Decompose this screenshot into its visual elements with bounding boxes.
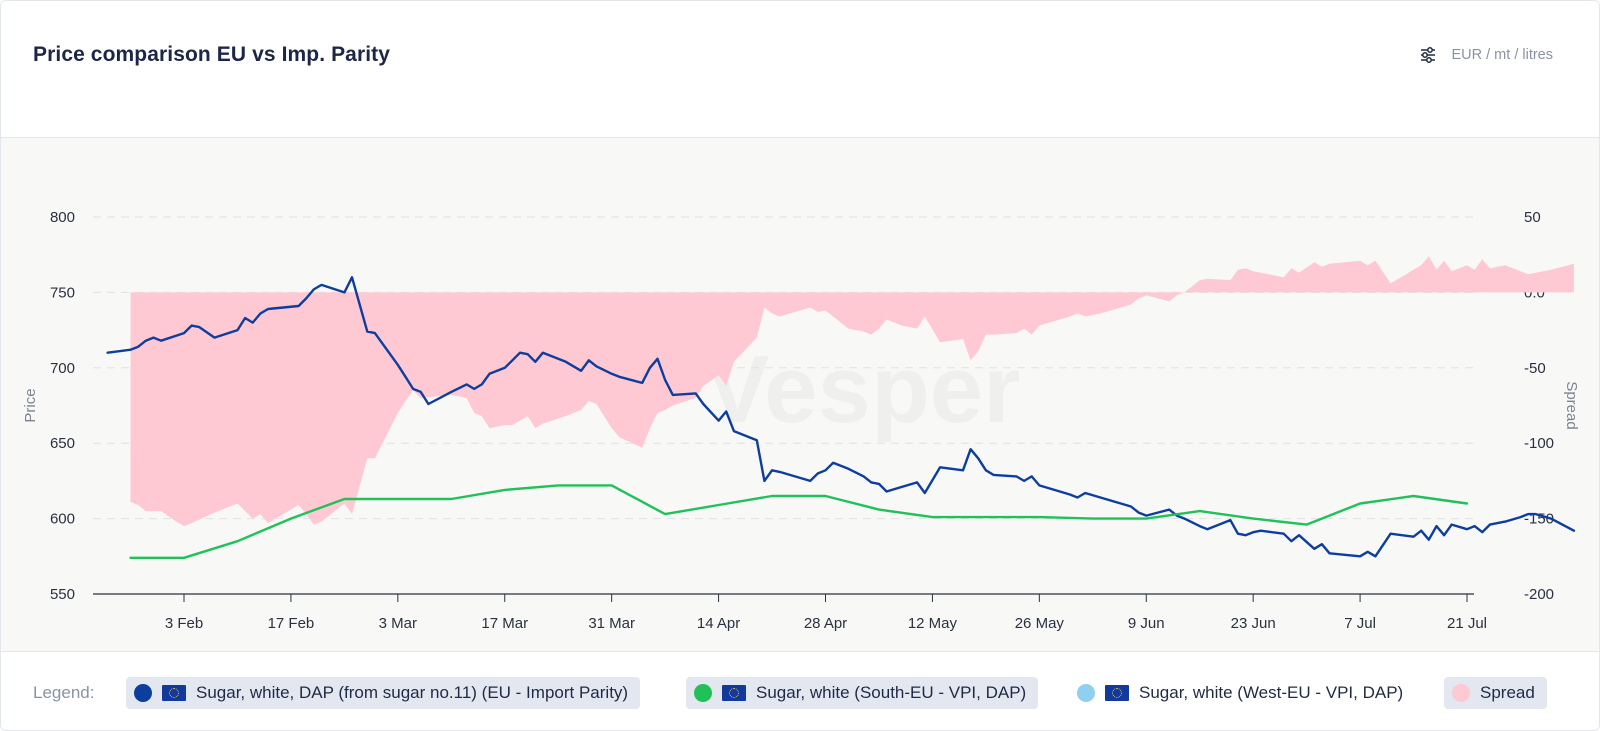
eu-flag-icon [162, 685, 186, 701]
price-chart[interactable]: Vesper550600650700750800-200-150-100-500… [1, 138, 1600, 651]
sliders-icon[interactable] [1419, 47, 1437, 63]
card-header: Price comparison EU vs Imp. Parity EUR /… [1, 1, 1599, 138]
legend: Legend: Sugar, white, DAP (from sugar no… [1, 651, 1599, 730]
legend-label: Spread [1480, 683, 1535, 702]
legend-item-import-parity[interactable]: Sugar, white, DAP (from sugar no.11) (EU… [126, 677, 641, 709]
chart-title: Price comparison EU vs Imp. Parity [33, 43, 391, 66]
legend-item-west-eu[interactable]: Sugar, white (West-EU - VPI, DAP) [1069, 677, 1415, 709]
eu-flag-icon [722, 685, 746, 701]
y-tick-label: 750 [50, 284, 75, 301]
legend-label: Sugar, white (West-EU - VPI, DAP) [1139, 683, 1404, 702]
legend-item-spread[interactable]: Spread [1444, 677, 1547, 709]
series-line-import-parity[interactable] [106, 276, 1576, 558]
x-tick-label: 3 Mar [379, 615, 417, 632]
legend-label: Sugar, white (South-EU - VPI, DAP) [756, 683, 1027, 702]
x-tick-label: 26 May [1015, 615, 1065, 632]
x-tick-label: 21 Jul [1447, 615, 1487, 632]
y2-tick-label: -100 [1524, 435, 1554, 452]
y2-tick-label: 50 [1524, 209, 1541, 226]
units-label[interactable]: EUR / mt / litres [1451, 47, 1553, 63]
x-tick-label: 23 Jun [1231, 615, 1276, 632]
y2-tick-label: -50 [1524, 360, 1546, 377]
spread-area[interactable] [130, 256, 1574, 527]
series-dot-icon [694, 684, 712, 702]
series-dot-icon [134, 684, 152, 702]
x-tick-label: 28 Apr [804, 615, 847, 632]
legend-title: Legend: [33, 683, 95, 702]
legend-item-south-eu[interactable]: Sugar, white (South-EU - VPI, DAP) [686, 677, 1039, 709]
y-tick-label: 650 [50, 435, 75, 452]
x-tick-label: 12 May [908, 615, 958, 632]
legend-label: Sugar, white, DAP (from sugar no.11) (EU… [196, 683, 629, 702]
series-line-south-eu[interactable] [129, 484, 1469, 559]
y2-tick-label: -200 [1524, 586, 1554, 603]
y-tick-label: 800 [50, 209, 75, 226]
x-tick-label: 31 Mar [588, 615, 635, 632]
y-axis-title: Price [22, 388, 39, 422]
x-tick-label: 17 Feb [268, 615, 315, 632]
y-tick-label: 700 [50, 360, 75, 377]
x-tick-label: 17 Mar [481, 615, 528, 632]
eu-flag-icon [1105, 685, 1129, 701]
x-tick-label: 3 Feb [165, 615, 203, 632]
units-settings[interactable]: EUR / mt / litres [1419, 47, 1553, 63]
y-tick-label: 600 [50, 511, 75, 528]
x-tick-label: 14 Apr [697, 615, 740, 632]
y-tick-label: 550 [50, 586, 75, 603]
y2-axis-title: Spread [1563, 381, 1580, 429]
x-tick-label: 7 Jul [1344, 615, 1376, 632]
series-dot-icon [1077, 684, 1095, 702]
x-tick-label: 9 Jun [1128, 615, 1165, 632]
series-dot-icon [1452, 684, 1470, 702]
